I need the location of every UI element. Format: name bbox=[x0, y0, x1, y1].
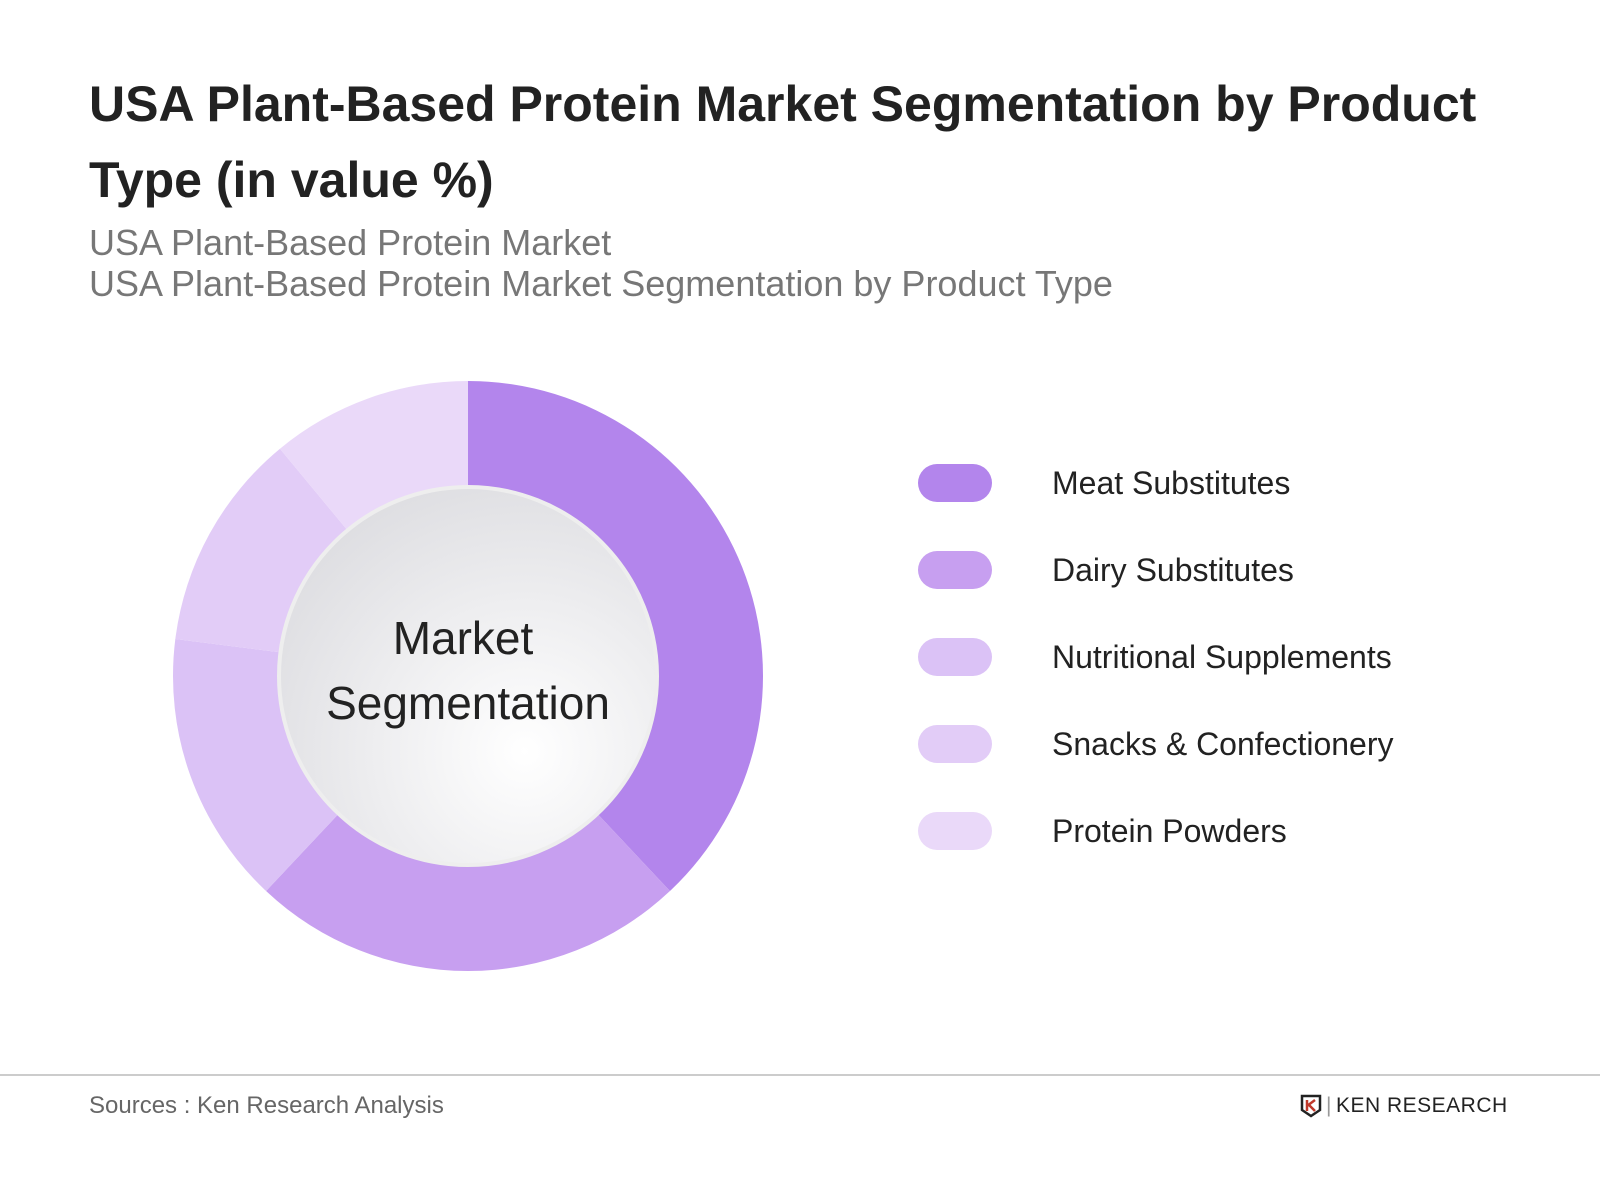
footer-divider bbox=[0, 1074, 1600, 1076]
center-label-line1: Market bbox=[393, 612, 534, 664]
legend-label: Meat Substitutes bbox=[1052, 464, 1291, 501]
logo-text: KEN RESEARCH bbox=[1335, 1094, 1508, 1117]
chart-title: USA Plant-Based Protein Market Segmentat… bbox=[89, 76, 1477, 208]
legend-item: Dairy Substitutes bbox=[918, 551, 1294, 589]
legend-swatch bbox=[918, 725, 992, 763]
legend-label: Snacks & Confectionery bbox=[1052, 725, 1394, 762]
legend-label: Dairy Substitutes bbox=[1052, 551, 1294, 588]
legend-swatch bbox=[918, 638, 992, 676]
ken-research-logo-icon bbox=[1300, 1094, 1322, 1118]
legend-item: Snacks & Confectionery bbox=[918, 725, 1394, 763]
chart-subtitle-2: USA Plant-Based Protein Market Segmentat… bbox=[89, 263, 1113, 304]
legend-item: Meat Substitutes bbox=[918, 464, 1290, 502]
legend-swatch bbox=[918, 551, 992, 589]
legend-item: Protein Powders bbox=[918, 812, 1287, 850]
legend-swatch bbox=[918, 812, 992, 850]
source-note: Sources : Ken Research Analysis bbox=[89, 1092, 444, 1119]
center-label-line2: Segmentation bbox=[326, 677, 610, 729]
donut-chart: Market Segmentation bbox=[172, 381, 763, 971]
ken-research-logo: | KEN RESEARCH bbox=[1300, 1094, 1508, 1118]
legend-label: Nutritional Supplements bbox=[1052, 638, 1392, 675]
legend-item: Nutritional Supplements bbox=[918, 638, 1392, 676]
donut-center bbox=[277, 485, 659, 867]
chart-subtitle: USA Plant-Based Protein Market bbox=[89, 222, 612, 263]
legend-label: Protein Powders bbox=[1052, 812, 1287, 849]
legend-swatch bbox=[918, 464, 992, 502]
